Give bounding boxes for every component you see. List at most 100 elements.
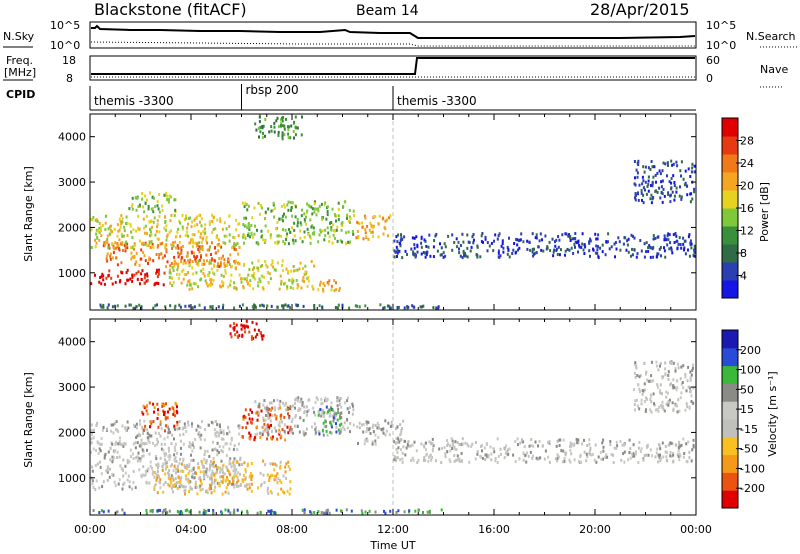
heatmap-cell	[537, 444, 539, 448]
heatmap-cell	[244, 470, 247, 474]
heatmap-cell	[496, 237, 499, 241]
heatmap-cell	[236, 476, 239, 480]
heatmap-cell	[126, 278, 129, 282]
heatmap-cell	[284, 465, 287, 469]
heatmap-cell	[294, 269, 297, 272]
heatmap-cell	[244, 415, 247, 419]
heatmap-cell	[399, 239, 402, 242]
heatmap-cell	[645, 408, 647, 412]
heatmap-cell	[690, 459, 693, 463]
heatmap-cell	[232, 322, 235, 326]
heatmap-cell	[470, 245, 473, 249]
heatmap-cell	[245, 203, 248, 206]
heatmap-cell	[282, 474, 285, 478]
heatmap-cell	[174, 198, 177, 202]
heatmap-cell	[388, 433, 391, 437]
heatmap-cell	[247, 232, 250, 236]
heatmap-cell	[306, 209, 309, 213]
heatmap-cell	[324, 399, 326, 403]
heatmap-cell	[166, 511, 169, 515]
colorbar-swatch	[722, 454, 738, 473]
heatmap-cell	[100, 225, 103, 229]
heatmap-cell	[673, 386, 676, 389]
heatmap-cell	[303, 511, 306, 514]
heatmap-cell	[335, 422, 337, 426]
heatmap-cell	[662, 407, 665, 411]
heatmap-cell	[152, 402, 155, 406]
heatmap-cell	[146, 431, 149, 435]
heatmap-cell	[690, 170, 693, 174]
heatmap-cell	[366, 439, 369, 443]
heatmap-cell	[415, 235, 418, 239]
heatmap-cell	[396, 255, 398, 258]
heatmap-cell	[424, 255, 427, 259]
heatmap-cell	[574, 240, 577, 244]
heatmap-cell	[179, 305, 182, 309]
heatmap-cell	[283, 127, 286, 131]
heatmap-cell	[176, 420, 179, 424]
heatmap-cell	[260, 206, 263, 210]
heatmap-cell	[256, 266, 258, 270]
heatmap-cell	[304, 264, 307, 268]
heatmap-cell	[450, 437, 453, 441]
heatmap-cell	[600, 457, 603, 461]
heatmap-cell	[504, 452, 507, 455]
heatmap-cell	[244, 277, 247, 281]
heatmap-cell	[481, 232, 484, 235]
heatmap-cell	[333, 410, 336, 414]
heatmap-cell	[191, 260, 194, 263]
heatmap-cell	[671, 251, 674, 255]
heatmap-cell	[322, 289, 325, 293]
heatmap-cell	[673, 181, 676, 184]
heatmap-cell	[337, 407, 340, 411]
heatmap-cell	[645, 250, 647, 254]
heatmap-cell	[164, 458, 166, 462]
heatmap-cell	[257, 269, 260, 273]
heatmap-cell	[372, 234, 375, 238]
heatmap-cell	[283, 124, 286, 128]
heatmap-cell	[291, 417, 294, 421]
heatmap-cell	[322, 409, 324, 413]
heatmap-cell	[322, 287, 324, 291]
heatmap-cell	[432, 245, 435, 249]
heatmap-cell	[102, 426, 105, 429]
heatmap-cell	[149, 420, 152, 424]
heatmap-cell	[419, 305, 422, 309]
heatmap-cell	[645, 372, 647, 376]
heatmap-cell	[623, 443, 625, 446]
heatmap-cell	[256, 511, 259, 515]
heatmap-cell	[114, 304, 117, 308]
heatmap-cell	[156, 402, 159, 406]
heatmap-cell	[381, 217, 384, 221]
heatmap-cell	[324, 228, 327, 232]
heatmap-cell	[199, 484, 202, 488]
heatmap-cell	[165, 250, 168, 254]
heatmap-cell	[667, 164, 669, 167]
heatmap-cell	[617, 236, 620, 240]
heatmap-cell	[321, 428, 324, 432]
heatmap-cell	[164, 244, 167, 248]
heatmap-cell	[663, 249, 666, 253]
heatmap-cell	[276, 398, 279, 402]
heatmap-cell	[187, 479, 190, 483]
heatmap-cell	[643, 170, 646, 174]
heatmap-cell	[146, 272, 149, 276]
heatmap-cell	[94, 273, 96, 277]
heatmap-cell	[259, 471, 262, 475]
heatmap-cell	[233, 472, 236, 476]
heatmap-cell	[264, 224, 267, 228]
heatmap-cell	[163, 413, 165, 416]
heatmap-cell	[569, 441, 572, 445]
heatmap-cell	[640, 402, 643, 406]
heatmap-cell	[553, 248, 556, 252]
heatmap-cell	[670, 187, 672, 191]
heatmap-cell	[98, 231, 101, 234]
heatmap-cell	[180, 452, 182, 456]
heatmap-cell	[257, 328, 260, 332]
heatmap-cell	[318, 204, 321, 208]
heatmap-cell	[325, 217, 328, 221]
heatmap-cell	[206, 241, 209, 245]
heatmap-cell	[295, 303, 298, 307]
heatmap-cell	[261, 432, 264, 436]
heatmap-cell	[673, 241, 676, 244]
